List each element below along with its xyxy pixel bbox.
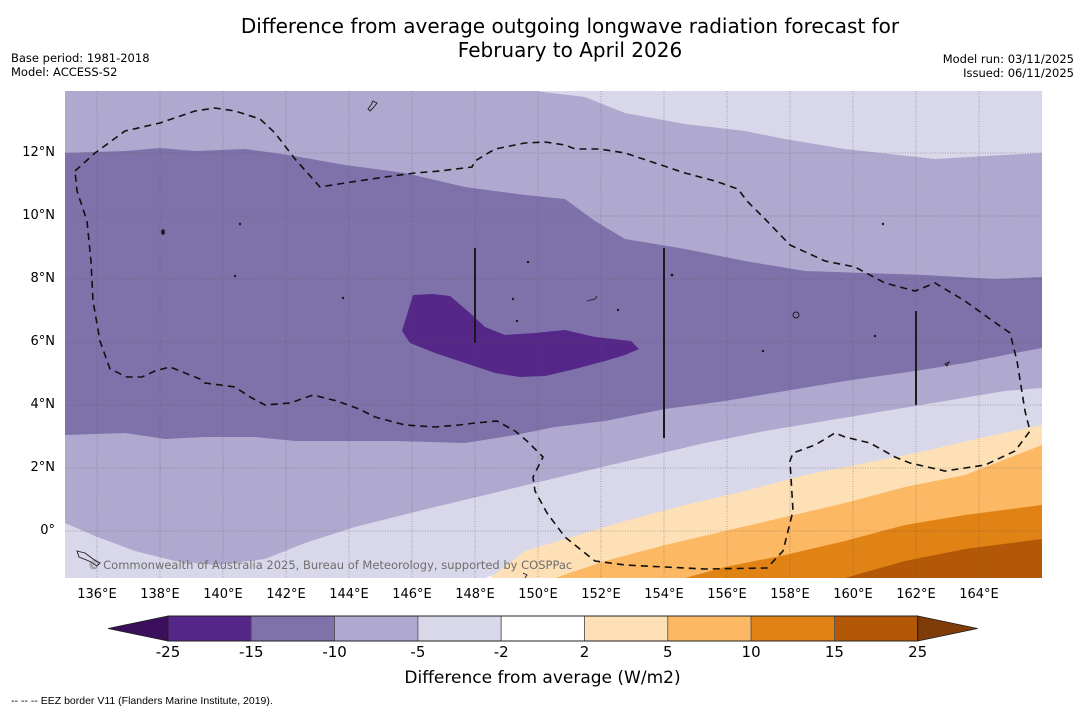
lon-tick-label: 160°E — [833, 587, 873, 602]
island-outline — [944, 360, 951, 367]
meta-left: Base period: 1981-2018 Model: ACCESS-S2 — [11, 51, 150, 79]
colorbar-bin — [667, 615, 752, 642]
boundary-lines — [474, 248, 917, 438]
island-outline — [367, 100, 378, 112]
lon-tick-label: 148°E — [455, 587, 495, 602]
colorbar — [107, 615, 978, 642]
map-panel — [65, 91, 1042, 578]
island — [873, 334, 877, 338]
lon-tick-label: 144°E — [329, 587, 369, 602]
map-title: Difference from average outgoing longwav… — [0, 14, 1085, 62]
lon-tick-label: 150°E — [518, 587, 558, 602]
island — [161, 229, 165, 235]
lat-tick-label: 6°N — [30, 334, 56, 349]
island — [341, 296, 345, 300]
colorbar-bin — [417, 615, 502, 642]
lon-tick-label: 136°E — [77, 587, 117, 602]
eez-footnote: -- -- -- EEZ border V11 (Flanders Marine… — [11, 695, 273, 707]
colorbar-tick-label: 2 — [579, 643, 590, 661]
title-line-1: Difference from average outgoing longwav… — [240, 14, 900, 38]
lon-tick-label: 162°E — [896, 587, 936, 602]
island — [526, 260, 530, 264]
lon-tick-label: 152°E — [581, 587, 621, 602]
colorbar-bin — [584, 615, 669, 642]
lon-tick-label: 158°E — [770, 587, 810, 602]
colorbar-tick-label: 15 — [824, 643, 844, 661]
island — [238, 222, 242, 226]
island — [881, 222, 885, 226]
colorbar-outline — [167, 615, 919, 642]
island — [761, 349, 765, 353]
island-outline — [522, 572, 528, 578]
lon-tick-label: 164°E — [959, 587, 999, 602]
island — [515, 319, 519, 323]
colorbar-tick-label: 25 — [908, 643, 928, 661]
island — [233, 274, 237, 278]
island-outline — [76, 550, 101, 567]
colorbar-tick-label: 10 — [741, 643, 761, 661]
colorbar-tick-label: -10 — [322, 643, 347, 661]
issued-date: Issued: 06/11/2025 — [963, 66, 1074, 80]
colorbar-extension-max — [917, 615, 978, 642]
lat-tick-label: 0° — [40, 523, 55, 538]
model-run: Model run: 03/11/2025 — [942, 52, 1074, 66]
lat-tick-label: 12°N — [22, 145, 55, 160]
lon-tick-label: 142°E — [266, 587, 306, 602]
island-outline — [792, 311, 800, 319]
lon-tick-label: 138°E — [140, 587, 180, 602]
copyright-notice: © Commonwealth of Australia 2025, Bureau… — [88, 558, 573, 572]
island — [511, 297, 515, 301]
lat-tick-label: 2°N — [30, 460, 56, 475]
colorbar-tick-label: -2 — [493, 643, 509, 661]
islands — [161, 222, 885, 353]
island-outlines — [76, 100, 951, 578]
colorbar-bin — [750, 615, 835, 642]
lat-tick-label: 10°N — [22, 208, 55, 223]
meta-right: Model run: 03/11/2025 Issued: 06/11/2025 — [943, 52, 1074, 80]
colorbar-label: Difference from average (W/m2) — [404, 668, 681, 688]
colorbar-bin — [167, 615, 252, 642]
island — [670, 273, 674, 277]
band-minus15-minus10 — [65, 148, 1042, 443]
colorbar-tick-label: -15 — [239, 643, 264, 661]
title-line-2: February to April 2026 — [457, 38, 683, 62]
band-minus25-minus15 — [402, 294, 639, 377]
lon-tick-label: 154°E — [644, 587, 684, 602]
colorbar-tick-label: -25 — [155, 643, 181, 661]
colorbar-bin — [500, 615, 585, 642]
colorbar-bin — [834, 615, 919, 642]
lon-tick-label: 140°E — [203, 587, 243, 602]
colorbar-tick-label: -5 — [410, 643, 426, 661]
lon-tick-label: 146°E — [392, 587, 432, 602]
colorbar-bin — [250, 615, 336, 642]
map-svg — [65, 91, 1042, 578]
lat-tick-label: 4°N — [30, 397, 56, 412]
colorbar-extension-min — [107, 615, 169, 642]
island — [586, 295, 598, 302]
base-period: Base period: 1981-2018 — [11, 51, 150, 65]
colorbar-bin — [334, 615, 419, 642]
model-name: Model: ACCESS-S2 — [11, 65, 118, 79]
island — [616, 308, 620, 312]
colorbar-tick-label: 5 — [663, 643, 673, 661]
lat-tick-label: 8°N — [30, 271, 56, 286]
band-plus15-plus25 — [845, 539, 1042, 578]
lon-tick-label: 156°E — [707, 587, 747, 602]
